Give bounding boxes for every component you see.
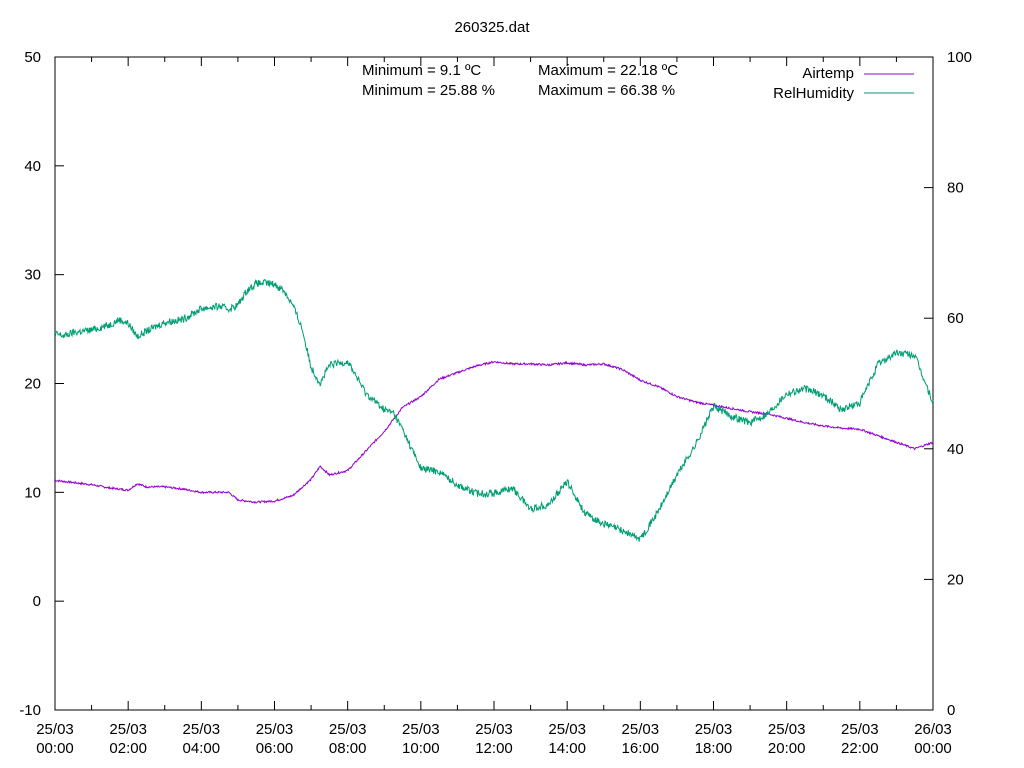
x-tick-label-time: 14:00	[548, 740, 586, 757]
x-tick-label-time: 18:00	[695, 740, 733, 757]
plot-frame	[54, 56, 934, 711]
x-tick-label-date: 25/03	[622, 721, 660, 738]
x-tick-label-time: 16:00	[622, 740, 660, 757]
series-line-airtemp	[54, 360, 934, 504]
x-tick-label-time: 12:00	[475, 740, 513, 757]
x-tick-label-time: 00:00	[914, 740, 952, 757]
series-layer	[54, 278, 934, 542]
x-tick-label-date: 25/03	[109, 721, 147, 738]
x-tick-label-date: 25/03	[768, 721, 806, 738]
left-tick-label: -10	[19, 702, 41, 719]
annotation-temp-min: Minimum = 9.1 ºC	[362, 62, 481, 79]
x-tick-label-date: 25/03	[841, 721, 879, 738]
right-tick-label: 0	[947, 702, 955, 719]
right-tick-label: 80	[947, 180, 964, 197]
left-tick-label: 20	[24, 376, 41, 393]
left-tick-label: 30	[24, 267, 41, 284]
x-tick-label-date: 25/03	[329, 721, 367, 738]
x-tick-label-date: 25/03	[402, 721, 440, 738]
x-tick-label-time: 02:00	[109, 740, 147, 757]
annotation-temp-max: Maximum = 22.18 ºC	[538, 62, 678, 79]
x-tick-label-date: 25/03	[256, 721, 294, 738]
right-tick-label: 20	[947, 571, 964, 588]
chart-title: 260325.dat	[454, 19, 530, 36]
annotation-hum-max: Maximum = 66.38 %	[538, 82, 675, 99]
x-tick-label-date: 25/03	[36, 721, 74, 738]
x-tick-label-date: 25/03	[183, 721, 221, 738]
x-tick-label-time: 10:00	[402, 740, 440, 757]
right-tick-label: 100	[947, 49, 972, 66]
x-tick-label-time: 20:00	[768, 740, 806, 757]
stats-annotations: Minimum = 9.1 ºC Maximum = 22.18 ºC Mini…	[362, 62, 678, 99]
x-tick-label-time: 04:00	[183, 740, 221, 757]
x-tick-label-time: 08:00	[329, 740, 367, 757]
x-tick-label-time: 00:00	[36, 740, 74, 757]
legend-label-relhumidity: RelHumidity	[773, 85, 854, 102]
right-tick-label: 60	[947, 310, 964, 327]
left-tick-label: 0	[33, 593, 41, 610]
series-line-relhumidity	[54, 278, 934, 542]
legend-label-airtemp: Airtemp	[802, 65, 854, 82]
x-tick-label-date: 25/03	[548, 721, 586, 738]
annotation-hum-min: Minimum = 25.88 %	[362, 82, 495, 99]
legend: Airtemp RelHumidity	[773, 65, 914, 102]
right-tick-label: 40	[947, 441, 964, 458]
x-tick-label-date: 25/03	[475, 721, 513, 738]
x-axis: 25/03 00:00 25/03 02:00 25/03 04:00 25/03 06:00…	[36, 57, 952, 757]
left-tick-label: 10	[24, 484, 41, 501]
left-tick-label: 40	[24, 158, 41, 175]
x-tick-label-date: 25/03	[695, 721, 733, 738]
left-tick-label: 50	[24, 49, 41, 66]
x-tick-label-date: 26/03	[914, 721, 952, 738]
x-tick-label-time: 06:00	[256, 740, 294, 757]
right-y-axis: 0 20 40 60 80 100	[924, 49, 972, 719]
left-y-axis: -10 0 10 20 30 40 50	[19, 49, 64, 719]
x-tick-label-time: 22:00	[841, 740, 879, 757]
